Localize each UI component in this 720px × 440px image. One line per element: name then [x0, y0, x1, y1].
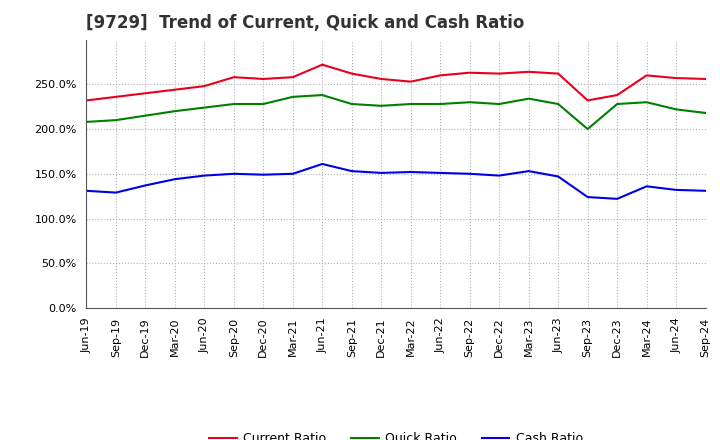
Quick Ratio — [642, 99, 651, 105]
Quick Ratio — [495, 101, 503, 106]
Current Ratio — [436, 73, 444, 78]
Current Ratio — [583, 98, 592, 103]
Cash Ratio — [701, 188, 710, 194]
Current Ratio — [141, 91, 150, 96]
Current Ratio — [171, 87, 179, 92]
Quick Ratio — [377, 103, 386, 108]
Quick Ratio — [406, 101, 415, 106]
Cash Ratio — [554, 174, 562, 179]
Quick Ratio — [82, 119, 91, 125]
Quick Ratio — [289, 94, 297, 99]
Current Ratio — [554, 71, 562, 76]
Cash Ratio — [583, 194, 592, 200]
Current Ratio — [289, 74, 297, 80]
Quick Ratio — [583, 126, 592, 132]
Cash Ratio — [82, 188, 91, 194]
Quick Ratio — [701, 110, 710, 116]
Current Ratio — [406, 79, 415, 84]
Line: Quick Ratio: Quick Ratio — [86, 95, 706, 129]
Current Ratio — [348, 71, 356, 76]
Quick Ratio — [171, 109, 179, 114]
Current Ratio — [200, 84, 209, 89]
Cash Ratio — [348, 169, 356, 174]
Current Ratio — [377, 76, 386, 81]
Current Ratio — [613, 92, 621, 98]
Current Ratio — [495, 71, 503, 76]
Cash Ratio — [230, 171, 238, 176]
Current Ratio — [318, 62, 327, 67]
Quick Ratio — [465, 99, 474, 105]
Legend: Current Ratio, Quick Ratio, Cash Ratio: Current Ratio, Quick Ratio, Cash Ratio — [204, 427, 588, 440]
Cash Ratio — [200, 173, 209, 178]
Current Ratio — [112, 94, 120, 99]
Cash Ratio — [112, 190, 120, 195]
Quick Ratio — [436, 101, 444, 106]
Cash Ratio — [318, 161, 327, 167]
Cash Ratio — [377, 170, 386, 176]
Quick Ratio — [230, 101, 238, 106]
Cash Ratio — [465, 171, 474, 176]
Quick Ratio — [141, 113, 150, 118]
Current Ratio — [701, 76, 710, 81]
Cash Ratio — [406, 169, 415, 175]
Cash Ratio — [495, 173, 503, 178]
Quick Ratio — [613, 101, 621, 106]
Line: Current Ratio: Current Ratio — [86, 65, 706, 100]
Quick Ratio — [200, 105, 209, 110]
Quick Ratio — [672, 107, 680, 112]
Cash Ratio — [289, 171, 297, 176]
Cash Ratio — [259, 172, 268, 177]
Current Ratio — [524, 69, 533, 74]
Current Ratio — [465, 70, 474, 75]
Text: [9729]  Trend of Current, Quick and Cash Ratio: [9729] Trend of Current, Quick and Cash … — [86, 15, 525, 33]
Cash Ratio — [613, 196, 621, 202]
Cash Ratio — [642, 183, 651, 189]
Quick Ratio — [524, 96, 533, 101]
Current Ratio — [642, 73, 651, 78]
Quick Ratio — [318, 92, 327, 98]
Cash Ratio — [436, 170, 444, 176]
Quick Ratio — [554, 101, 562, 106]
Quick Ratio — [348, 101, 356, 106]
Cash Ratio — [171, 176, 179, 182]
Current Ratio — [82, 98, 91, 103]
Line: Cash Ratio: Cash Ratio — [86, 164, 706, 199]
Current Ratio — [259, 76, 268, 81]
Current Ratio — [672, 75, 680, 81]
Cash Ratio — [141, 183, 150, 188]
Cash Ratio — [672, 187, 680, 193]
Quick Ratio — [259, 101, 268, 106]
Quick Ratio — [112, 117, 120, 123]
Cash Ratio — [524, 169, 533, 174]
Current Ratio — [230, 74, 238, 80]
